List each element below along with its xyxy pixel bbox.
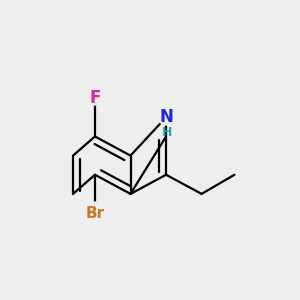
Circle shape [84, 202, 106, 224]
Text: N: N [159, 108, 173, 126]
Text: Br: Br [85, 206, 104, 220]
Circle shape [88, 91, 102, 105]
Circle shape [158, 110, 174, 125]
Text: F: F [89, 89, 100, 107]
Text: H: H [162, 126, 172, 139]
